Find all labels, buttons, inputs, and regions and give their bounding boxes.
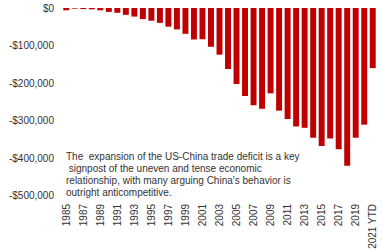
svg-text:-$400,000: -$400,000 <box>9 153 54 164</box>
svg-text:2001: 2001 <box>197 204 208 227</box>
svg-text:2019: 2019 <box>350 204 361 227</box>
svg-text:1993: 1993 <box>129 204 140 227</box>
svg-text:relationship, with many arguin: relationship, with many arguing China's … <box>66 175 294 186</box>
svg-text:2003: 2003 <box>214 204 225 227</box>
svg-text:2017: 2017 <box>333 204 344 227</box>
svg-text:1995: 1995 <box>146 204 157 227</box>
svg-text:1987: 1987 <box>78 204 89 227</box>
svg-text:2009: 2009 <box>265 204 276 227</box>
svg-text:-$500,000: -$500,000 <box>9 190 54 201</box>
svg-text:signpost of the uneven and ten: signpost of the uneven and tense economi… <box>66 163 264 174</box>
svg-text:-$100,000: -$100,000 <box>9 40 54 51</box>
svg-text:The expansion of the US-China: The expansion of the US-China trade defi… <box>66 151 299 162</box>
svg-text:outright anticompetitive.: outright anticompetitive. <box>66 187 172 198</box>
svg-text:2011: 2011 <box>282 204 293 226</box>
svg-text:1991: 1991 <box>112 204 123 227</box>
svg-text:2007: 2007 <box>248 204 259 227</box>
svg-text:-$300,000: -$300,000 <box>9 115 54 126</box>
svg-text:2005: 2005 <box>231 204 242 227</box>
svg-text:2021 YTD: 2021 YTD <box>367 204 378 249</box>
svg-text:$0: $0 <box>43 3 55 14</box>
svg-text:2015: 2015 <box>316 204 327 227</box>
svg-text:1999: 1999 <box>180 204 191 227</box>
svg-text:1997: 1997 <box>163 204 174 227</box>
svg-text:2013: 2013 <box>299 204 310 227</box>
svg-text:1985: 1985 <box>61 204 72 227</box>
svg-text:1989: 1989 <box>95 204 106 227</box>
svg-text:-$200,000: -$200,000 <box>9 78 54 89</box>
